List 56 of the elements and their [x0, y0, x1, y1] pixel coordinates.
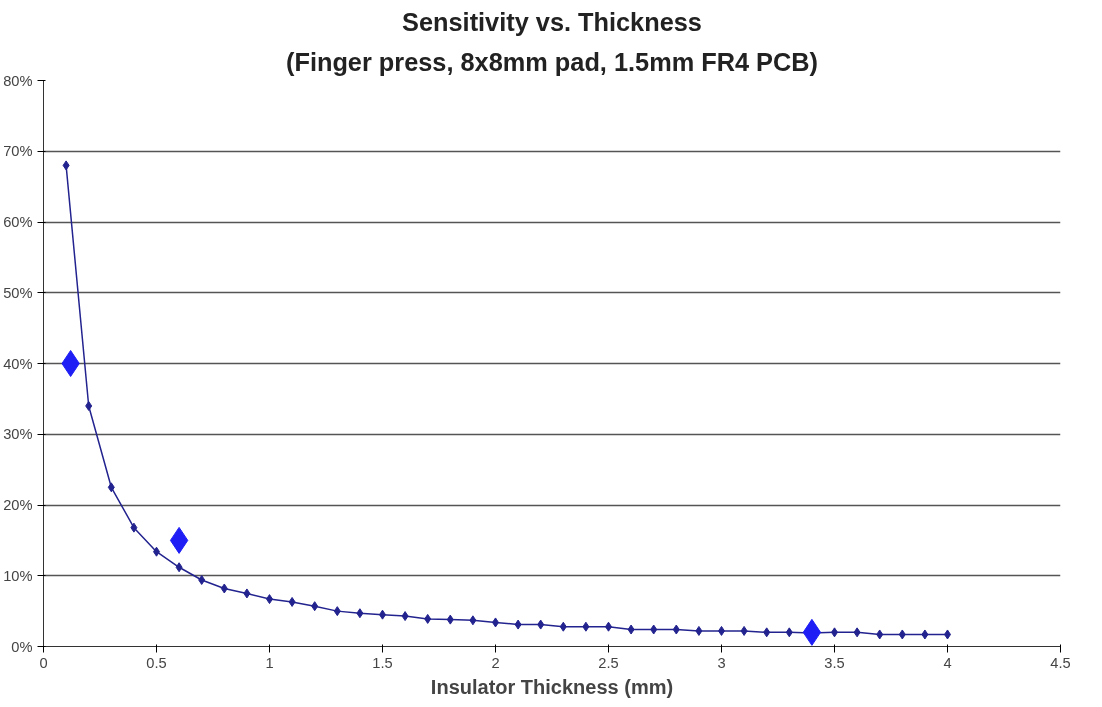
point	[288, 596, 296, 607]
point	[85, 400, 93, 411]
x-axis-title: Insulator Thickness (mm)	[430, 675, 674, 698]
point	[61, 350, 80, 377]
point	[785, 627, 793, 638]
x-tick-label: 3.5	[824, 654, 845, 671]
point	[401, 611, 409, 622]
point	[424, 613, 432, 624]
point	[672, 624, 680, 635]
point	[627, 624, 635, 635]
y-tick-label: 60%	[3, 214, 33, 230]
point	[898, 629, 906, 640]
x-tick-label: 4.5	[1050, 654, 1071, 671]
chart-subtitle: (Finger press, 8x8mm pad, 1.5mm FR4 PCB)	[285, 47, 819, 76]
y-tick-label: 10%	[3, 567, 33, 584]
point	[763, 627, 771, 638]
point	[107, 482, 115, 493]
point	[469, 615, 477, 626]
point	[582, 621, 590, 632]
point	[537, 619, 545, 630]
point	[446, 614, 454, 625]
x-tick-label: 1	[265, 654, 274, 671]
y-tick-label: 80%	[3, 72, 33, 89]
point	[220, 583, 228, 594]
point	[130, 522, 138, 533]
point	[62, 160, 70, 171]
point	[876, 629, 884, 640]
point	[514, 619, 522, 630]
x-tick-label: 2	[491, 654, 500, 671]
point	[333, 606, 341, 617]
point	[853, 627, 861, 638]
x-tick-label: 1.5	[372, 654, 393, 671]
x-tick-label: 3	[717, 654, 726, 671]
point	[559, 621, 567, 632]
point	[695, 625, 703, 636]
x-tick-label: 0.5	[146, 654, 167, 671]
y-tick-label: 70%	[3, 143, 33, 160]
x-tick-label: 4	[943, 654, 952, 671]
point	[740, 625, 748, 636]
x-tick-label: 2.5	[598, 654, 619, 671]
y-tick-label: 20%	[3, 497, 33, 513]
point	[169, 526, 189, 554]
point	[356, 608, 364, 619]
point	[198, 574, 206, 585]
point	[175, 562, 183, 573]
point	[311, 601, 319, 612]
point	[650, 624, 658, 635]
y-tick-label: 50%	[3, 284, 33, 301]
point	[243, 588, 251, 599]
y-tick-label: 30%	[3, 426, 33, 443]
x-tick-label: 0	[39, 654, 48, 671]
y-tick-label: 0%	[11, 638, 33, 655]
y-tick-label: 40%	[3, 355, 33, 372]
point	[802, 618, 822, 646]
point	[921, 629, 929, 640]
chart-title: Sensitivity vs. Thickness	[402, 7, 702, 36]
